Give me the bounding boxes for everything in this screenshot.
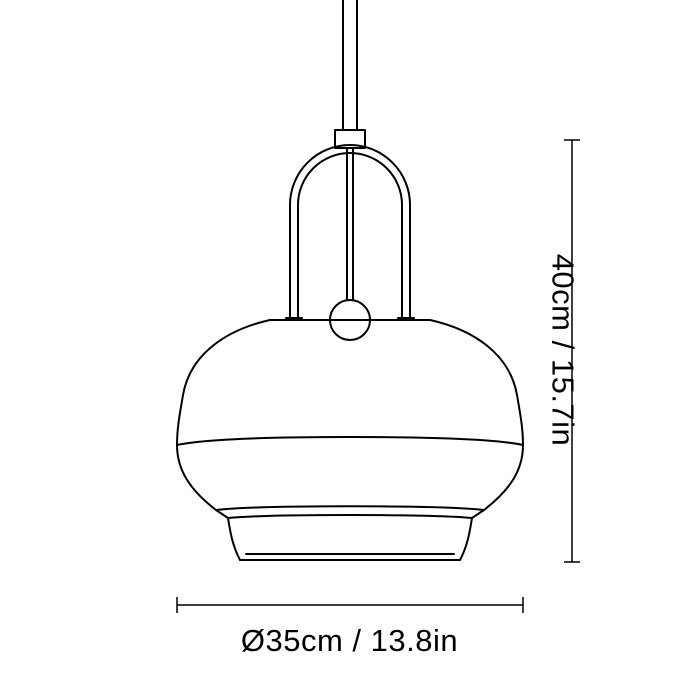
hanger-arch-inner <box>298 153 402 318</box>
height-dimension-label: 40cm / 15.7in <box>545 253 581 446</box>
shade-waist-line <box>216 506 484 510</box>
width-dimension-label: Ø35cm / 13.8in <box>0 623 699 659</box>
shade-shoulder-left <box>177 437 350 445</box>
shade-shoulder-right <box>350 437 523 445</box>
hanger-arch-outer <box>290 145 410 318</box>
shade-waist-line2 <box>228 515 472 518</box>
lamp-diagram <box>0 0 699 699</box>
